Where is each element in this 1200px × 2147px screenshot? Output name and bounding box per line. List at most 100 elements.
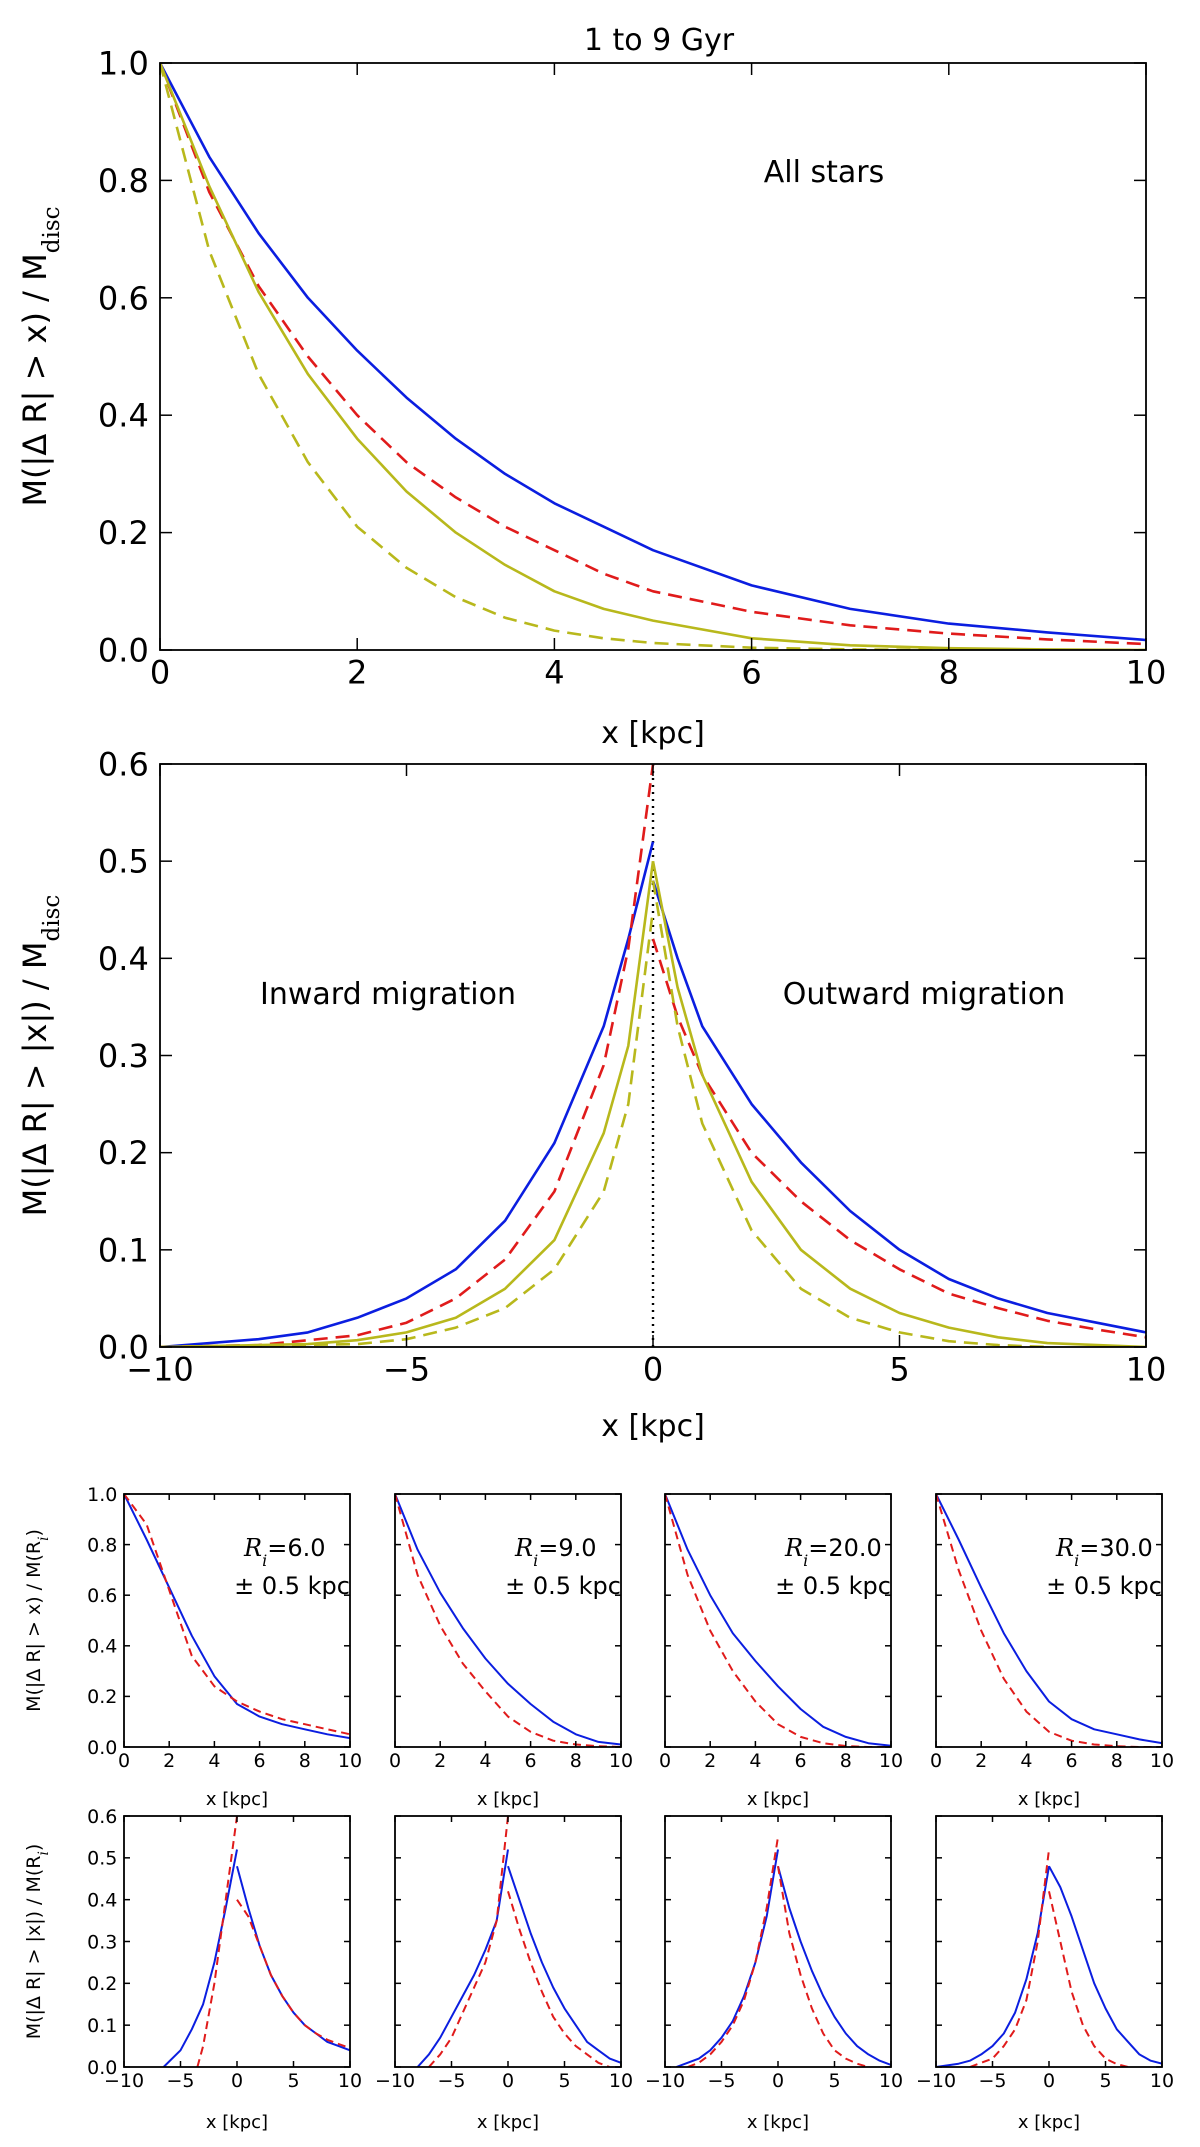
series-line-red-dashed-right (1048, 1891, 1129, 2067)
radius-label: Ri=20.0 (784, 1534, 882, 1570)
x-axis-label: x [kpc] (477, 2112, 539, 2133)
x-tick-label: 0 (772, 2070, 784, 2092)
radius-label: Ri=9.0 (514, 1534, 596, 1570)
y-tick-label: 1.0 (87, 1484, 117, 1506)
y-axis-label-subscript: i (36, 1537, 52, 1541)
x-tick-label: 6 (254, 1750, 266, 1772)
x-tick-label: 4 (544, 654, 564, 692)
chart-panel-r6-bottom: −10 −5 0 5 10 0.0 0.1 0.2 0.3 0.4 0.5 0.6 x [kpc] M(|… (23, 1806, 362, 2133)
x-tick-label: 5 (828, 2070, 840, 2092)
chart-cum-signed: −10 −5 0 5 10 0.0 0.1 0.2 0.3 0.4 0.5 0.6 x [kpc] M(|… (16, 746, 1166, 1444)
radius-value: =6.0 (267, 1534, 325, 1562)
series-line-red-dashed-right (507, 1891, 611, 2067)
y-tick-label: 0.0 (98, 1329, 149, 1367)
y-tick-label: 0.6 (87, 1806, 117, 1828)
chart-panel-r20-top: 0 2 4 6 8 10x [kpc]Ri=20.0± 0.5 kpc (659, 1493, 903, 1810)
series-line-red-dashed-left (969, 1849, 1050, 2067)
annotation: Inward migration (260, 977, 516, 1012)
x-tick-label: 8 (1111, 1750, 1123, 1772)
axes-frame (935, 1493, 1163, 1748)
series-line-red-dashed (124, 1493, 350, 1736)
axes-frame (664, 1493, 892, 1748)
series-line-blue-solid-right (1048, 1865, 1162, 2065)
x-axis-label: x [kpc] (601, 716, 705, 751)
x-tick-label: 10 (1126, 1351, 1167, 1389)
series-line-olive-solid (160, 62, 1146, 650)
x-tick-label: 0 (930, 1750, 942, 1772)
radius-tolerance: ± 0.5 kpc (234, 1572, 350, 1600)
chart-cum-all: 0 2 4 6 8 10 0.0 0.2 0.4 0.6 0.8 1.0 x [kpc] M(|Δ R| … (16, 45, 1166, 751)
y-axis-label-main: M(|Δ R| > x) / M (16, 253, 54, 506)
x-tick-label: 5 (1099, 2070, 1111, 2092)
x-tick-label: 10 (1126, 654, 1167, 692)
radius-tolerance: ± 0.5 kpc (505, 1572, 621, 1600)
series-line-red-dashed-left (196, 1815, 238, 2067)
x-axis-label: x [kpc] (206, 1789, 268, 1810)
series-line-blue-solid (665, 1493, 891, 1747)
x-tick-label: 10 (338, 1750, 362, 1772)
series-line-red-dashed (395, 1493, 621, 1747)
y-tick-label: 0.8 (87, 1534, 117, 1556)
y-tick-label: 0.0 (87, 2057, 117, 2079)
y-tick-label: 0.6 (87, 1585, 117, 1607)
y-axis-label-main: M(|Δ R| > x) / M(R (23, 1541, 45, 1712)
x-tick-label: 6 (741, 654, 761, 692)
y-tick-label: 0.6 (98, 746, 149, 784)
x-axis-label: x [kpc] (1018, 2112, 1080, 2133)
x-tick-label: −10 (126, 1351, 194, 1389)
x-tick-label: 5 (889, 1351, 909, 1389)
y-tick-label: 0.4 (98, 940, 149, 978)
x-tick-label: 0 (1043, 2070, 1055, 2092)
series-line-blue-solid-left (162, 1849, 238, 2067)
radius-label: Ri=6.0 (243, 1534, 325, 1570)
y-tick-label: 0.2 (98, 1134, 149, 1172)
series-line-blue-solid-right (507, 1865, 621, 2064)
series-line-red-dashed (936, 1493, 1162, 1747)
y-tick-label: 0.4 (87, 1890, 117, 1912)
radius-symbol: R (1055, 1534, 1074, 1562)
x-tick-label: 10 (1150, 2070, 1174, 2092)
axes-frame (159, 62, 1147, 651)
y-tick-label: 0.0 (87, 1737, 117, 1759)
annotation: Outward migration (783, 977, 1065, 1012)
y-axis-label: M(|Δ R| > x) / M(Ri) (23, 1529, 52, 1712)
y-tick-label: 0.8 (98, 162, 149, 200)
axes-frame (123, 1493, 351, 1748)
radius-symbol: R (514, 1534, 533, 1562)
series-line-olive-solid-left (160, 861, 655, 1347)
x-tick-label: 10 (879, 2070, 903, 2092)
x-tick-label: 2 (704, 1750, 716, 1772)
x-tick-label: 10 (1150, 1750, 1174, 1772)
chart-panel-r30-top: 0 2 4 6 8 10x [kpc]Ri=30.0± 0.5 kpc (930, 1493, 1174, 1810)
radius-symbol: R (784, 1534, 803, 1562)
x-tick-label: −10 (645, 2070, 685, 2092)
series-line-red-dashed (160, 62, 1146, 646)
x-tick-label: −5 (166, 2070, 194, 2092)
x-tick-label: 8 (840, 1750, 852, 1772)
series-line-olive-solid-right (651, 860, 1146, 1347)
x-tick-label: 4 (208, 1750, 220, 1772)
annotation: All stars (764, 155, 884, 190)
x-tick-label: 6 (1066, 1750, 1078, 1772)
x-tick-label: 4 (749, 1750, 761, 1772)
x-tick-label: 6 (795, 1750, 807, 1772)
x-tick-label: 2 (347, 654, 367, 692)
series-line-blue-solid-right (777, 1865, 891, 2066)
chart-panel-r6-top: 0 2 4 6 8 10 0.0 0.2 0.4 0.6 0.8 1.0 x [kpc] M(|Δ R| … (23, 1484, 362, 1810)
axes-frame (394, 1493, 622, 1748)
radius-label: Ri=30.0 (1055, 1534, 1153, 1570)
series-line-blue-solid (160, 62, 1146, 642)
x-tick-label: 0 (389, 1750, 401, 1772)
y-tick-label: 0.2 (87, 1973, 117, 1995)
x-tick-label: 0 (150, 654, 170, 692)
y-tick-label: 0.5 (98, 843, 149, 881)
y-axis-label-tail: ) (23, 1844, 45, 1851)
series-line-blue-solid (395, 1493, 621, 1746)
y-tick-label: 0.5 (87, 1848, 117, 1870)
series-line-blue-solid (936, 1493, 1162, 1745)
x-tick-label: 10 (609, 1750, 633, 1772)
y-tick-label: 0.1 (87, 2015, 117, 2037)
series-line-red-dashed (665, 1493, 891, 1747)
x-tick-label: 0 (659, 1750, 671, 1772)
